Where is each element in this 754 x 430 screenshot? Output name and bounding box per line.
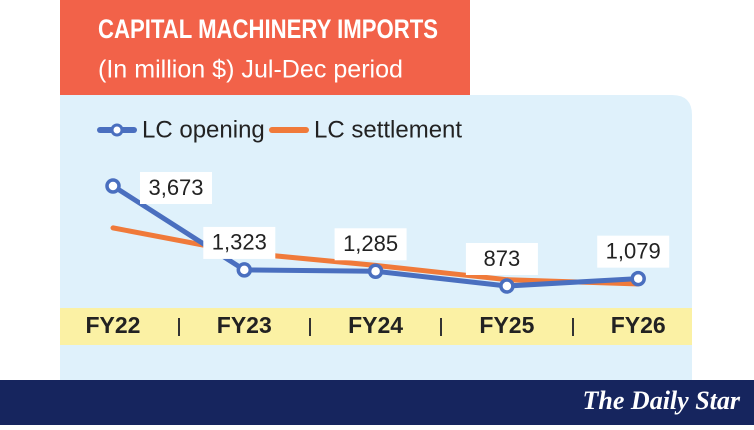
x-tick-label: FY22 xyxy=(86,312,141,338)
data-label: 1,323 xyxy=(212,230,267,255)
label-box xyxy=(597,235,670,268)
point xyxy=(630,270,646,287)
point xyxy=(499,278,515,294)
x-tick-label: FY26 xyxy=(611,312,666,338)
legend-marker xyxy=(110,123,124,137)
title-box xyxy=(60,0,470,95)
panel-bottom xyxy=(60,345,692,380)
data-label: 1,285 xyxy=(343,231,398,256)
data-label: 873 xyxy=(484,246,521,271)
point xyxy=(105,178,121,194)
separators xyxy=(178,318,574,336)
data-label: 1,079 xyxy=(606,238,661,263)
x-tick-label: FY24 xyxy=(348,312,403,338)
x-tick-label: FY25 xyxy=(479,312,534,338)
legend-label: LC settlement xyxy=(314,116,462,143)
label-box xyxy=(140,172,212,204)
chart-subtitle: (In million $) Jul-Dec period xyxy=(98,56,403,84)
chart-title: CAPITAL MACHINERY IMPORTS xyxy=(98,14,438,44)
label-box xyxy=(203,226,276,259)
label-box xyxy=(465,243,538,275)
footer-bar xyxy=(0,380,754,425)
legend-label: LC opening xyxy=(142,116,265,143)
brand: The Daily Star xyxy=(583,386,741,415)
data-label: 3,673 xyxy=(148,175,203,200)
x-tick-label: FY23 xyxy=(217,312,272,338)
category-band xyxy=(60,308,692,345)
point xyxy=(236,262,253,278)
label-box xyxy=(334,228,407,261)
point xyxy=(367,263,384,280)
